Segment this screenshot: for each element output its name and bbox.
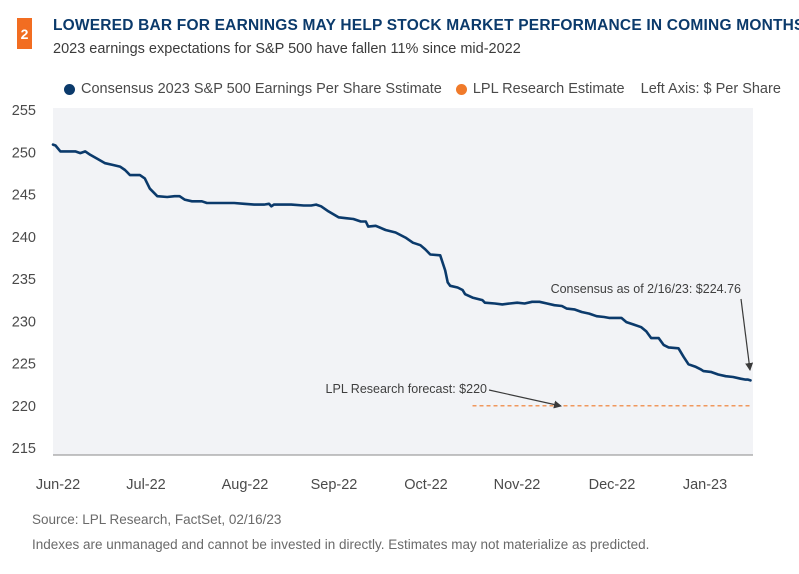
- legend: Consensus 2023 S&P 500 Earnings Per Shar…: [64, 81, 781, 97]
- legend-label-lpl: LPL Research Estimate: [472, 81, 625, 97]
- legend-item-consensus: Consensus 2023 S&P 500 Earnings Per Shar…: [64, 81, 442, 97]
- y-tick-label: 235: [12, 272, 36, 288]
- x-tick-label: Sep-22: [311, 477, 358, 493]
- y-tick-label: 220: [12, 399, 36, 415]
- y-tick-label: 255: [12, 103, 36, 119]
- x-tick-label: Dec-22: [589, 477, 636, 493]
- source-note: Source: LPL Research, FactSet, 02/16/23: [32, 512, 282, 527]
- y-tick-label: 250: [12, 145, 36, 161]
- legend-swatch-consensus: [64, 83, 75, 95]
- axis-note: Left Axis: $ Per Share: [640, 81, 781, 97]
- chart-title: LOWERED BAR FOR EARNINGS MAY HELP STOCK …: [53, 17, 799, 34]
- legend-label-consensus: Consensus 2023 S&P 500 Earnings Per Shar…: [81, 81, 442, 97]
- chart-subtitle: 2023 earnings expectations for S&P 500 h…: [53, 41, 521, 57]
- x-tick-label: Aug-22: [222, 477, 269, 493]
- legend-swatch-lpl: [455, 83, 467, 95]
- x-tick-label: Jun-22: [36, 477, 80, 493]
- legend-item-lpl: LPL Research Estimate: [455, 81, 625, 97]
- plot-area: [53, 108, 753, 455]
- consensus-annotation: Consensus as of 2/16/23: $224.76: [551, 282, 741, 296]
- lpl-forecast-annotation: LPL Research forecast: $220: [326, 382, 487, 396]
- consensus-eps-line: [51, 143, 752, 382]
- lpl-forecast-annotation-arrow: [488, 389, 562, 409]
- y-tick-label: 245: [12, 188, 36, 204]
- x-tick-label: Oct-22: [404, 477, 448, 493]
- y-tick-label: 230: [12, 314, 36, 330]
- x-tick-label: Jul-22: [126, 477, 166, 493]
- y-tick-label: 240: [12, 230, 36, 246]
- x-tick-label: Jan-23: [683, 477, 727, 493]
- y-tick-label: 215: [12, 441, 36, 457]
- disclaimer-note: Indexes are unmanaged and cannot be inve…: [32, 537, 650, 552]
- y-tick-label: 225: [12, 357, 36, 373]
- consensus-annotation-arrow: [740, 298, 754, 371]
- x-tick-label: Nov-22: [494, 477, 541, 493]
- figure-number-badge: 2: [17, 18, 32, 49]
